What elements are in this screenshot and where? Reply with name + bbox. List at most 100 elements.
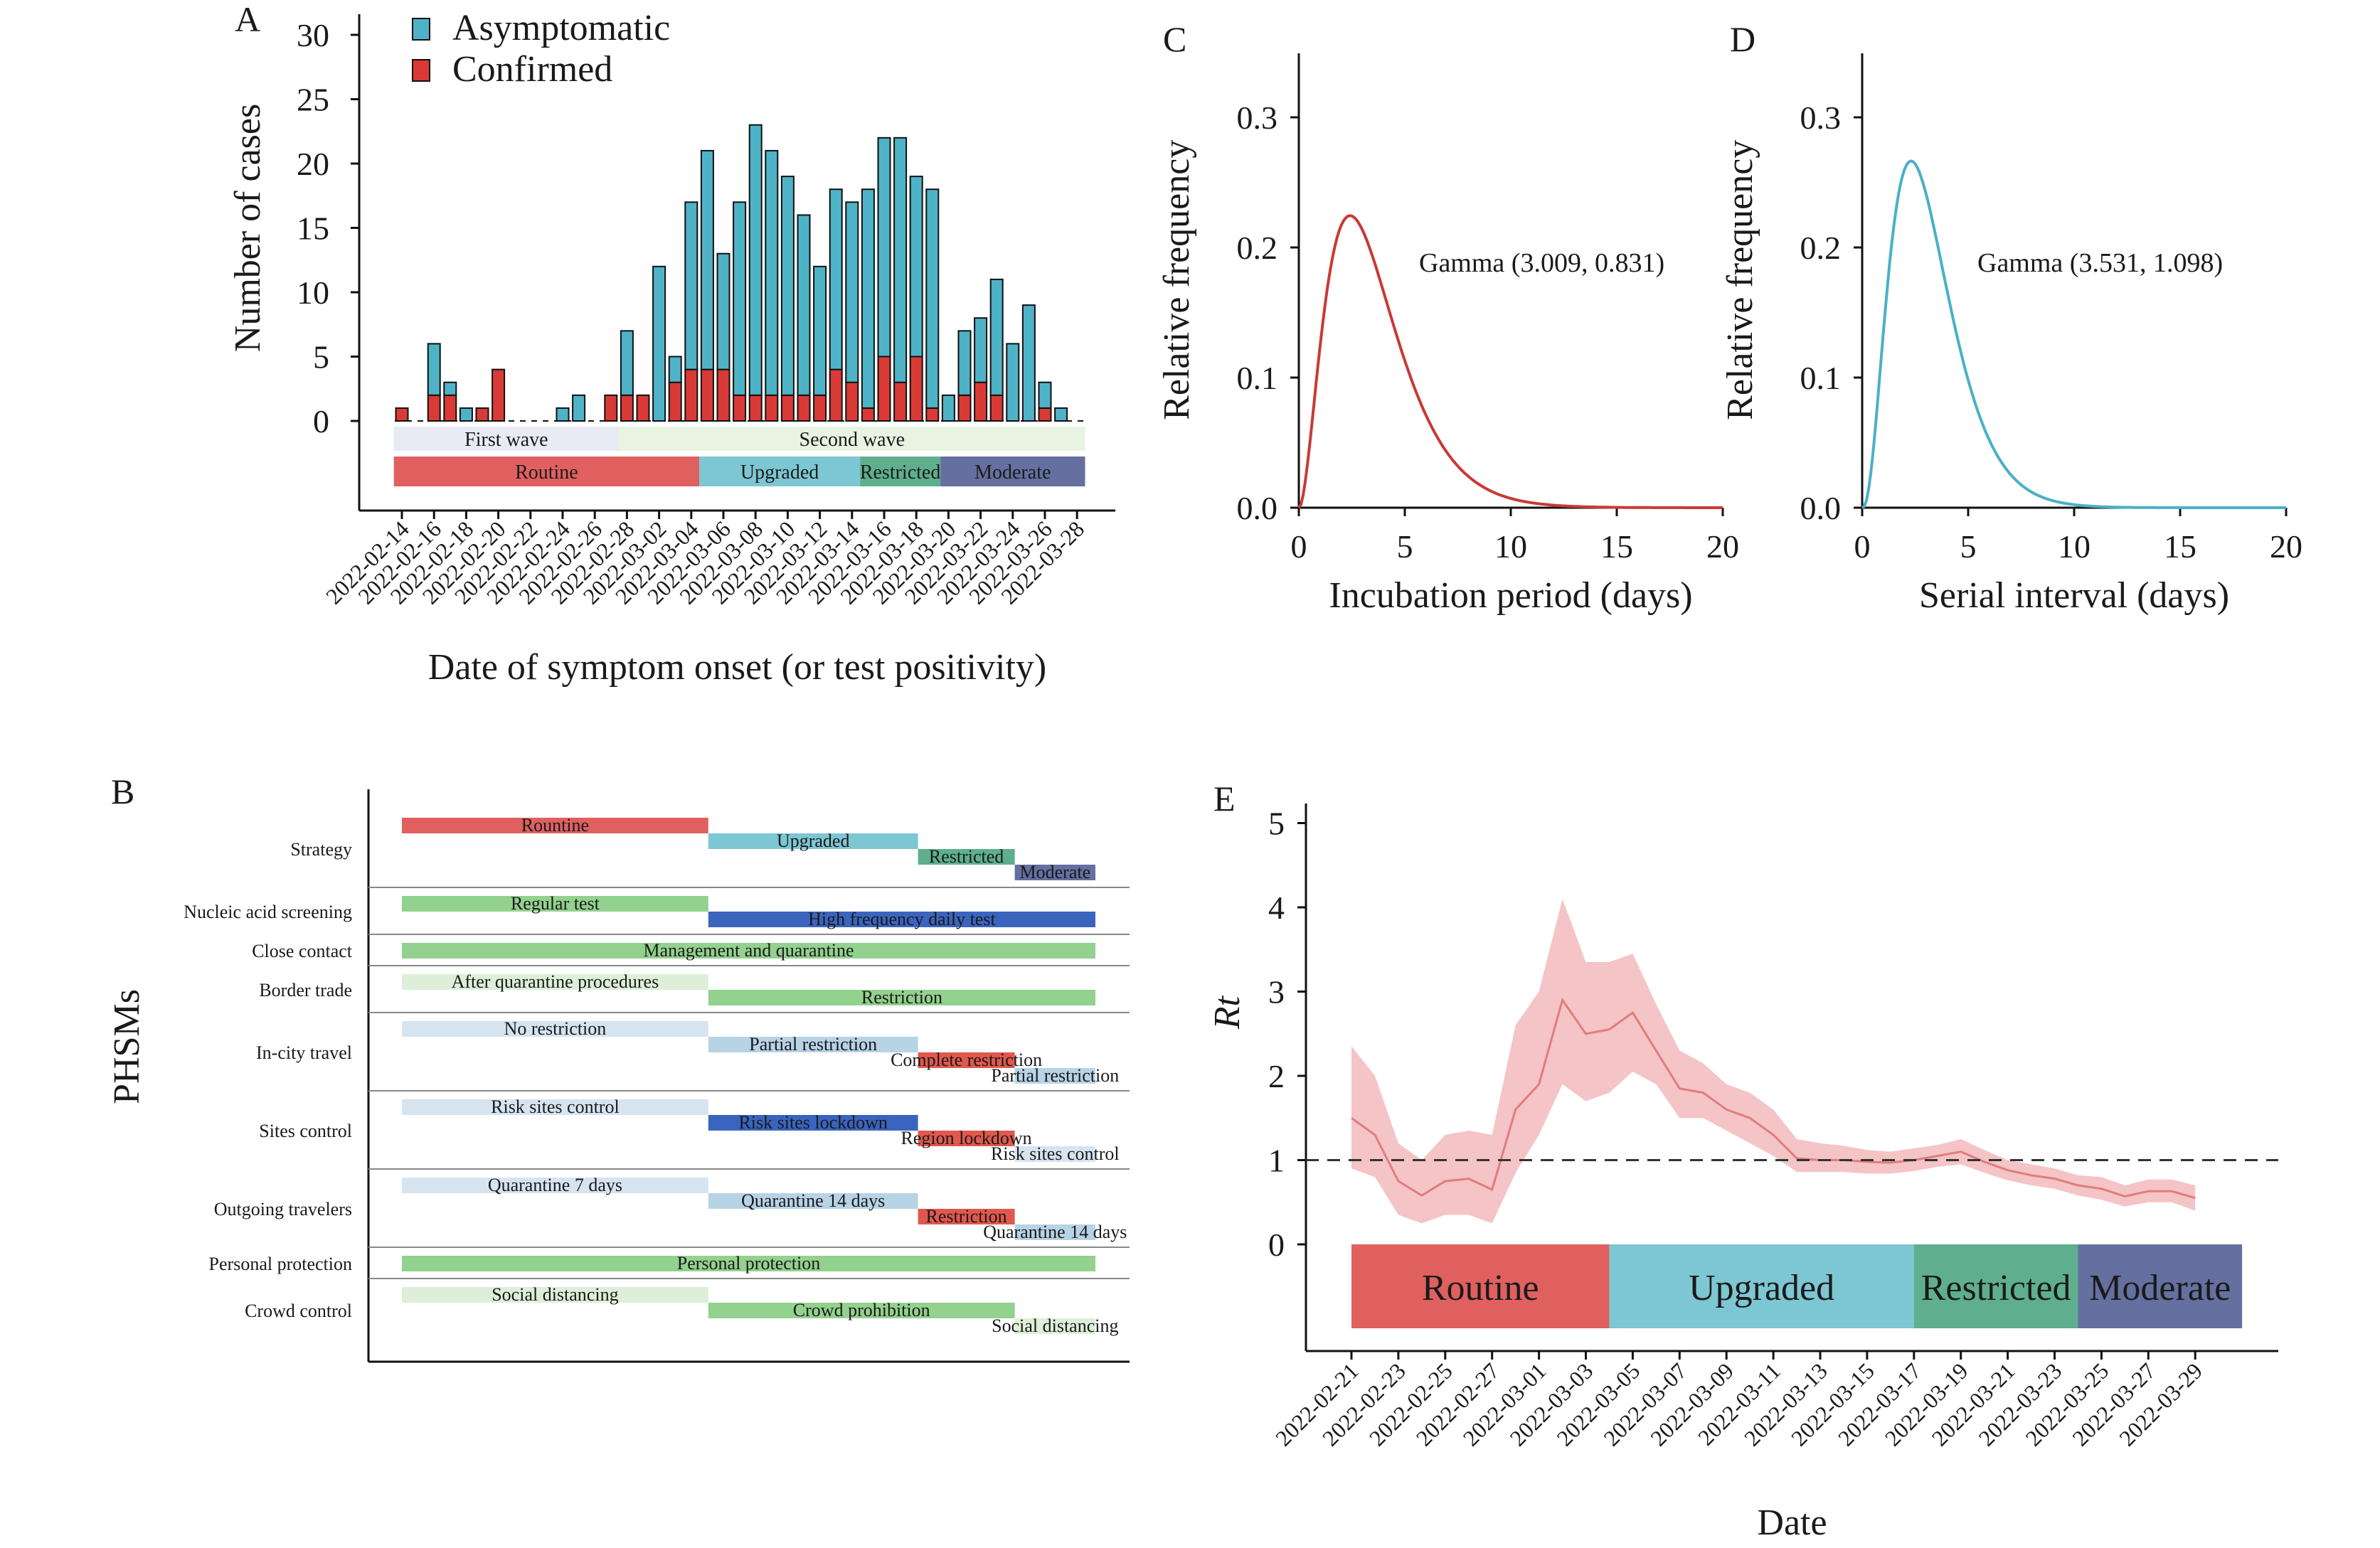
measure-bar xyxy=(708,1037,918,1052)
y-tick-label: 2 xyxy=(1268,1058,1285,1094)
bar-asymptomatic xyxy=(459,407,473,422)
bar-asymptomatic xyxy=(1054,407,1068,422)
bar-asymptomatic xyxy=(748,124,763,396)
bar-confirmed xyxy=(748,394,763,422)
measure-bar-label: Restriction xyxy=(926,1206,1007,1227)
bar-asymptomatic xyxy=(829,188,843,370)
y-tick-label: 0.1 xyxy=(1237,360,1278,396)
phase-band-label: First wave xyxy=(464,429,548,451)
panel-letter: E xyxy=(1213,779,1236,818)
bar-asymptomatic xyxy=(716,252,731,370)
measure-bar xyxy=(918,1131,1015,1146)
panel-letter: C xyxy=(1163,19,1186,59)
y-tick-label: 0.2 xyxy=(1237,230,1278,266)
x-tick-label: 5 xyxy=(1960,528,1977,565)
x-tick-label: 10 xyxy=(2058,528,2091,565)
y-tick-label: 25 xyxy=(297,82,329,118)
bar-confirmed xyxy=(861,407,875,422)
bar-confirmed xyxy=(716,368,731,422)
bar-asymptomatic xyxy=(989,278,1004,396)
measure-bar-label: High frequency daily test xyxy=(808,909,996,929)
bar-confirmed xyxy=(636,394,650,422)
bar-confirmed xyxy=(845,381,859,422)
bar-asymptomatic xyxy=(572,394,586,422)
measure-bar-label: Partial restriction xyxy=(991,1065,1119,1086)
bar-confirmed xyxy=(925,407,940,422)
measure-bar-label: Region lockdown xyxy=(901,1128,1032,1148)
row-label: Close contact xyxy=(252,941,353,961)
y-tick-label: 5 xyxy=(1268,806,1285,842)
legend-label: Confirmed xyxy=(452,49,612,90)
legend-swatch xyxy=(412,18,430,41)
measure-bar xyxy=(708,990,1095,1005)
y-axis-title: PHSMs xyxy=(107,989,147,1104)
y-axis-title: Relative frequency xyxy=(1157,140,1197,420)
y-tick-label: 1 xyxy=(1268,1143,1285,1179)
measure-bar-label: Social distancing xyxy=(992,1315,1118,1336)
measure-bar xyxy=(918,849,1015,865)
x-tick-label: 15 xyxy=(1600,528,1633,565)
y-tick-label: 20 xyxy=(297,146,329,182)
measure-bar-label: Upgraded xyxy=(777,831,850,851)
panel-letter: A xyxy=(235,0,260,39)
bar-asymptomatic xyxy=(877,137,891,358)
panel-c: C 0.0 0.1 0.2 0.3 0 5 10 15 20 Incubation period (… xyxy=(1157,19,1739,616)
measure-bar-label: Restricted xyxy=(929,846,1004,867)
x-axis-title: Incubation period (days) xyxy=(1329,575,1692,616)
phase-band xyxy=(860,457,941,486)
y-tick-label: 0.0 xyxy=(1237,490,1278,526)
bar-asymptomatic xyxy=(668,356,682,383)
phase-band-label: Upgraded xyxy=(1689,1268,1834,1308)
bar-confirmed xyxy=(780,394,795,422)
measure-bar xyxy=(402,1178,708,1193)
bar-confirmed xyxy=(1038,407,1052,422)
bar-confirmed xyxy=(475,407,489,422)
measure-bar-label: Quarantine 14 days xyxy=(983,1222,1127,1242)
measure-bar xyxy=(402,1099,708,1115)
bar-asymptomatic xyxy=(620,330,634,396)
measure-bar-label: Moderate xyxy=(1020,862,1091,882)
measure-bar xyxy=(402,896,708,912)
measure-bar-label: Quarantine 14 days xyxy=(741,1190,885,1211)
measure-bar-label: Crowd prohibition xyxy=(793,1300,930,1320)
bar-asymptomatic xyxy=(957,330,972,396)
bar-confirmed xyxy=(443,394,457,422)
bar-confirmed xyxy=(604,394,618,422)
measure-bar-label: Rountine xyxy=(521,815,589,836)
distribution-annotation: Gamma (3.009, 0.831) xyxy=(1419,248,1664,278)
measure-bar xyxy=(708,833,918,849)
bar-confirmed xyxy=(893,381,908,422)
measure-bar-label: Quarantine 7 days xyxy=(488,1175,622,1195)
bar-asymptomatic xyxy=(780,176,795,396)
y-tick-label: 0.3 xyxy=(1800,100,1842,136)
y-tick-label: 0.1 xyxy=(1800,360,1842,396)
bar-confirmed xyxy=(492,368,506,422)
bar-asymptomatic xyxy=(765,149,779,396)
legend-label: Asymptomatic xyxy=(452,8,670,48)
bar-confirmed xyxy=(395,407,409,422)
row-label: Personal protection xyxy=(209,1254,352,1274)
measure-bar xyxy=(1014,1224,1095,1240)
measure-bar xyxy=(402,1021,708,1037)
x-tick-label: 5 xyxy=(1397,528,1413,565)
bar-asymptomatic xyxy=(974,317,988,383)
bar-asymptomatic xyxy=(684,201,698,370)
measure-bar-label: No restriction xyxy=(504,1018,607,1039)
row-label: Sites control xyxy=(259,1121,352,1141)
bar-asymptomatic xyxy=(1021,304,1036,422)
bar-asymptomatic xyxy=(443,381,457,396)
measure-bar xyxy=(1014,1318,1095,1334)
y-tick-label: 0.0 xyxy=(1800,490,1842,526)
y-axis-title: Relative frequency xyxy=(1720,140,1760,420)
measure-bar xyxy=(708,1115,918,1131)
bar-confirmed xyxy=(974,381,988,422)
measure-bar xyxy=(402,818,708,833)
row-label: Outgoing travelers xyxy=(214,1199,352,1219)
phase-band xyxy=(619,427,1085,451)
density-curve xyxy=(1297,214,1723,509)
phase-band-label: Moderate xyxy=(974,461,1051,484)
measure-bar xyxy=(402,1287,708,1303)
bar-confirmed xyxy=(733,394,747,422)
phase-band xyxy=(1609,1244,1914,1328)
